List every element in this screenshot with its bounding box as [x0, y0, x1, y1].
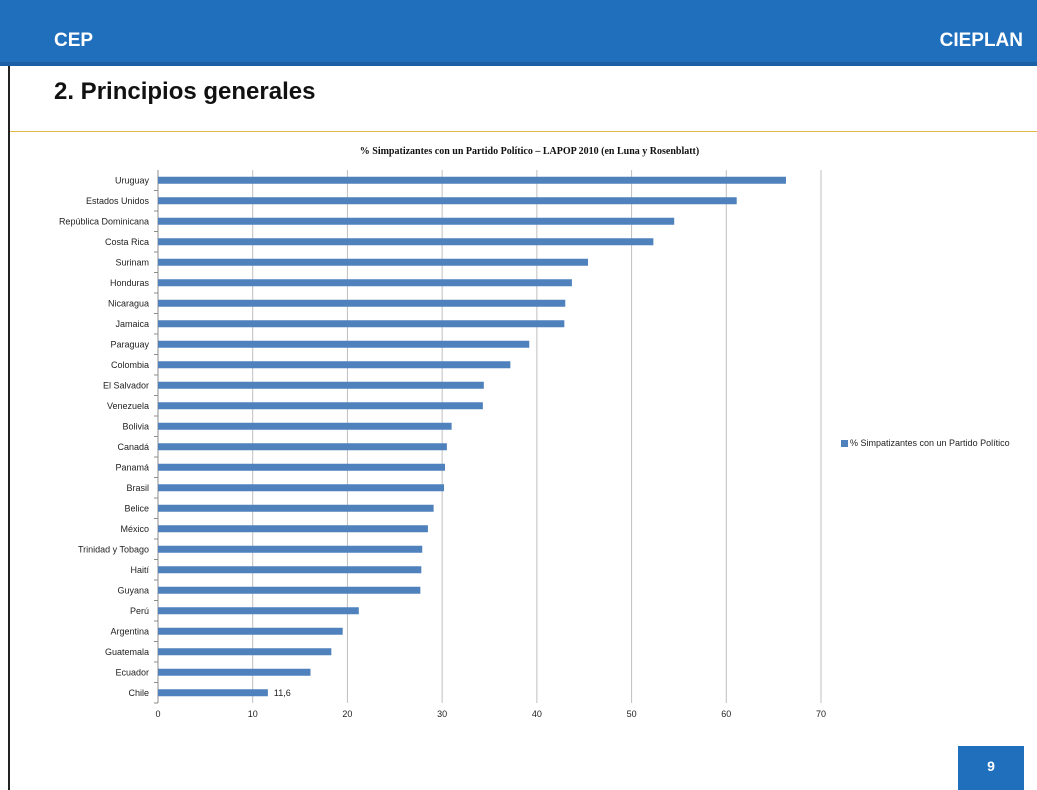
category-label: Surinam [115, 257, 149, 267]
bar [158, 197, 737, 205]
slide-frame-edge [8, 66, 10, 790]
bar [158, 443, 447, 451]
category-label: Venezuela [107, 401, 149, 411]
bar [158, 689, 268, 697]
category-label: El Salvador [103, 380, 149, 390]
bar [158, 545, 423, 553]
x-tick-label: 30 [437, 709, 447, 719]
x-tick-label: 50 [627, 709, 637, 719]
chart-title: % Simpatizantes con un Partido Político … [360, 146, 699, 157]
header-bar: CEP CIEPLAN [0, 0, 1037, 66]
category-label: Trinidad y Tobago [78, 544, 149, 554]
bar [158, 340, 530, 348]
category-label: México [120, 524, 149, 534]
category-label: Ecuador [115, 667, 149, 677]
title-divider [10, 131, 1037, 132]
header-background [0, 0, 1037, 62]
bar [158, 217, 675, 225]
category-label: Haití [130, 565, 149, 575]
legend-swatch [841, 440, 848, 447]
category-label: Uruguay [115, 175, 150, 185]
bar [158, 258, 589, 266]
bar [158, 238, 654, 246]
category-label: Colombia [111, 360, 149, 370]
bar [158, 566, 422, 574]
category-label: Brasil [126, 483, 149, 493]
category-label: Costa Rica [105, 237, 149, 247]
bar [158, 402, 483, 410]
legend-label: % Simpatizantes con un Partido Político [850, 438, 1010, 448]
bar [158, 279, 572, 287]
category-label: Argentina [110, 626, 149, 636]
page-title: 2. Principios generales [54, 78, 316, 105]
x-tick-label: 40 [532, 709, 542, 719]
category-label: Guyana [117, 585, 149, 595]
category-label: Bolivia [122, 421, 149, 431]
page-number-badge: 9 [958, 746, 1024, 790]
category-label: Perú [130, 606, 149, 616]
header-underline [0, 62, 1037, 66]
x-tick-label: 20 [342, 709, 352, 719]
x-tick-label: 60 [721, 709, 731, 719]
category-label: Nicaragua [108, 298, 149, 308]
category-label: Estados Unidos [86, 196, 150, 206]
category-label: Panamá [115, 462, 149, 472]
bar [158, 525, 428, 533]
bar [158, 381, 484, 389]
bar [158, 299, 566, 307]
data-label: 11,6 [274, 688, 291, 698]
bar [158, 176, 786, 184]
x-tick-label: 10 [248, 709, 258, 719]
bar [158, 320, 565, 328]
page-number: 9 [987, 758, 995, 774]
category-label: Guatemala [105, 647, 149, 657]
bar [158, 668, 311, 676]
bar [158, 463, 445, 471]
brand-right: CIEPLAN [939, 30, 1023, 51]
x-tick-label: 0 [155, 709, 160, 719]
category-label: Belice [124, 503, 149, 513]
bar [158, 607, 359, 615]
bar [158, 627, 343, 635]
brand-left: CEP [54, 30, 94, 51]
category-label: Jamaica [115, 319, 149, 329]
bar [158, 361, 511, 369]
bar [158, 422, 452, 430]
bar [158, 484, 445, 492]
bar [158, 504, 434, 512]
x-tick-label: 70 [816, 709, 826, 719]
category-label: Canadá [117, 442, 149, 452]
category-label: Honduras [110, 278, 150, 288]
bar [158, 648, 332, 656]
category-label: Chile [128, 688, 149, 698]
category-label: República Dominicana [59, 216, 149, 226]
category-label: Paraguay [110, 339, 149, 349]
bar [158, 586, 421, 594]
